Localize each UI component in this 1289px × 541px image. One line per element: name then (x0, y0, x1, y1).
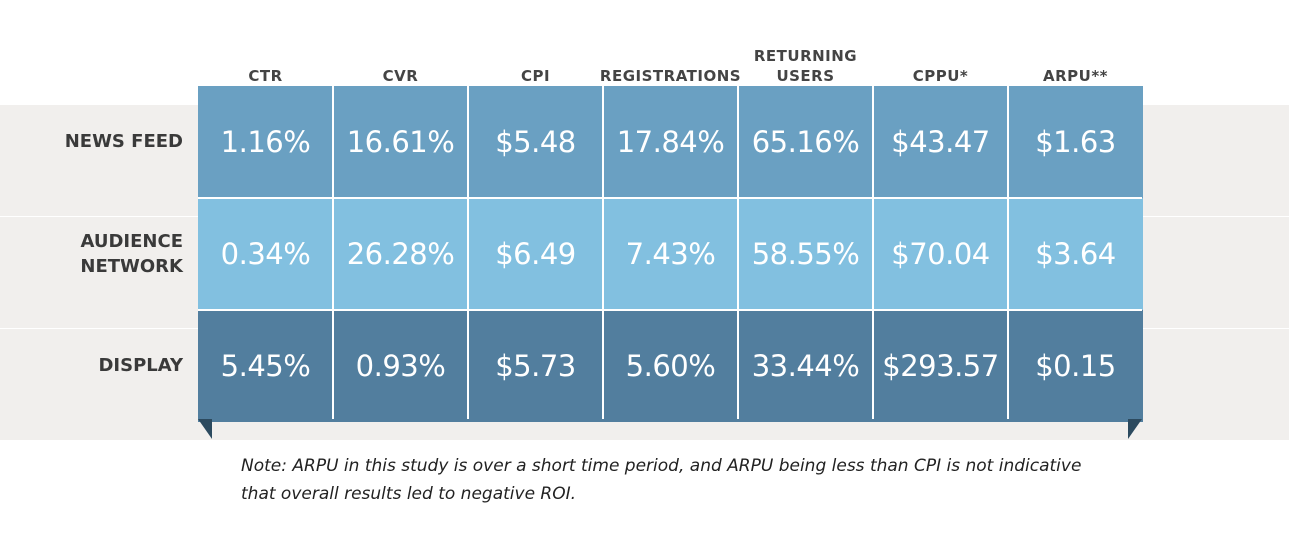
column-header: CPI (520, 67, 551, 85)
table-fold-right (1128, 419, 1142, 439)
table-cell: 5.60% (603, 310, 738, 422)
table-cell: 7.43% (603, 198, 738, 310)
table-cell: $5.73 (468, 310, 603, 422)
table-cell: $70.04 (873, 198, 1008, 310)
table-cell: $43.47 (873, 86, 1008, 198)
row-label: NEWS FEED (64, 131, 183, 152)
table-cell: $0.15 (1008, 310, 1143, 422)
grid-line (332, 86, 334, 419)
table-cell: $1.63 (1008, 86, 1143, 198)
table-cell: $3.64 (1008, 198, 1143, 310)
column-header: RETURNING USERS (753, 47, 858, 85)
table-cell: 58.55% (738, 198, 873, 310)
table-cell: 1.16% (198, 86, 333, 198)
column-header: ARPU** (1042, 67, 1109, 85)
grid-line (602, 86, 604, 419)
grid-line (737, 86, 739, 419)
footnote: Note: ARPU in this study is over a short… (241, 456, 1082, 504)
table-cell: $293.57 (873, 310, 1008, 422)
grid-line (198, 197, 1142, 199)
table-fold-left (198, 419, 212, 439)
table-cell: $5.48 (468, 86, 603, 198)
grid-line (198, 309, 1142, 311)
column-header: CTR (248, 67, 283, 85)
grid-line (872, 86, 874, 419)
grid-line (467, 86, 469, 419)
row-label: DISPLAY (98, 355, 183, 376)
table-cell: 17.84% (603, 86, 738, 198)
table-cell: 16.61% (333, 86, 468, 198)
row-label: AUDIENCE NETWORK (80, 230, 183, 277)
table-cell: 65.16% (738, 86, 873, 198)
column-header: REGISTRATIONS (599, 67, 742, 85)
grid-line (1007, 86, 1009, 419)
table-cell: 33.44% (738, 310, 873, 422)
column-header: CPPU* (912, 67, 969, 85)
table-cell: 26.28% (333, 198, 468, 310)
table-cell: 5.45% (198, 310, 333, 422)
table-cell: $6.49 (468, 198, 603, 310)
column-header: CVR (382, 67, 419, 85)
table-cell: 0.34% (198, 198, 333, 310)
table-cell: 0.93% (333, 310, 468, 422)
